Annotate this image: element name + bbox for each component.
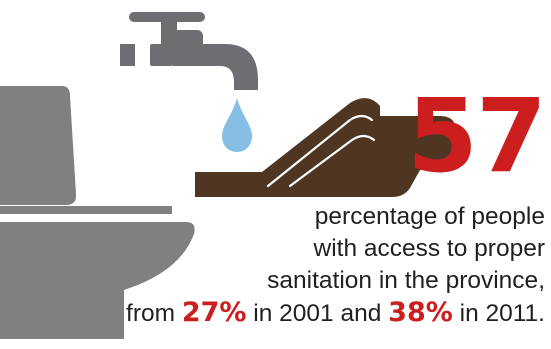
caption-text: in 2011. bbox=[452, 300, 545, 327]
pct-2001: 27% bbox=[181, 297, 247, 328]
caption-line: sanitation in the province, bbox=[267, 267, 545, 294]
toilet-icon bbox=[0, 86, 195, 339]
caption-line: percentage of people bbox=[314, 203, 545, 230]
caption-line: from 27% in 2001 and 38% in 2011. bbox=[126, 297, 545, 330]
pct-2011: 38% bbox=[388, 297, 453, 328]
caption-text: in 2001 and bbox=[246, 300, 389, 327]
hand-icon bbox=[195, 98, 456, 197]
caption: percentage of people with access to prop… bbox=[126, 201, 545, 330]
caption-text: from bbox=[126, 300, 182, 327]
faucet-icon bbox=[120, 12, 258, 90]
caption-line: with access to proper bbox=[313, 235, 546, 262]
headline-percentage: 57 bbox=[407, 77, 547, 196]
water-drop-icon bbox=[222, 98, 252, 152]
